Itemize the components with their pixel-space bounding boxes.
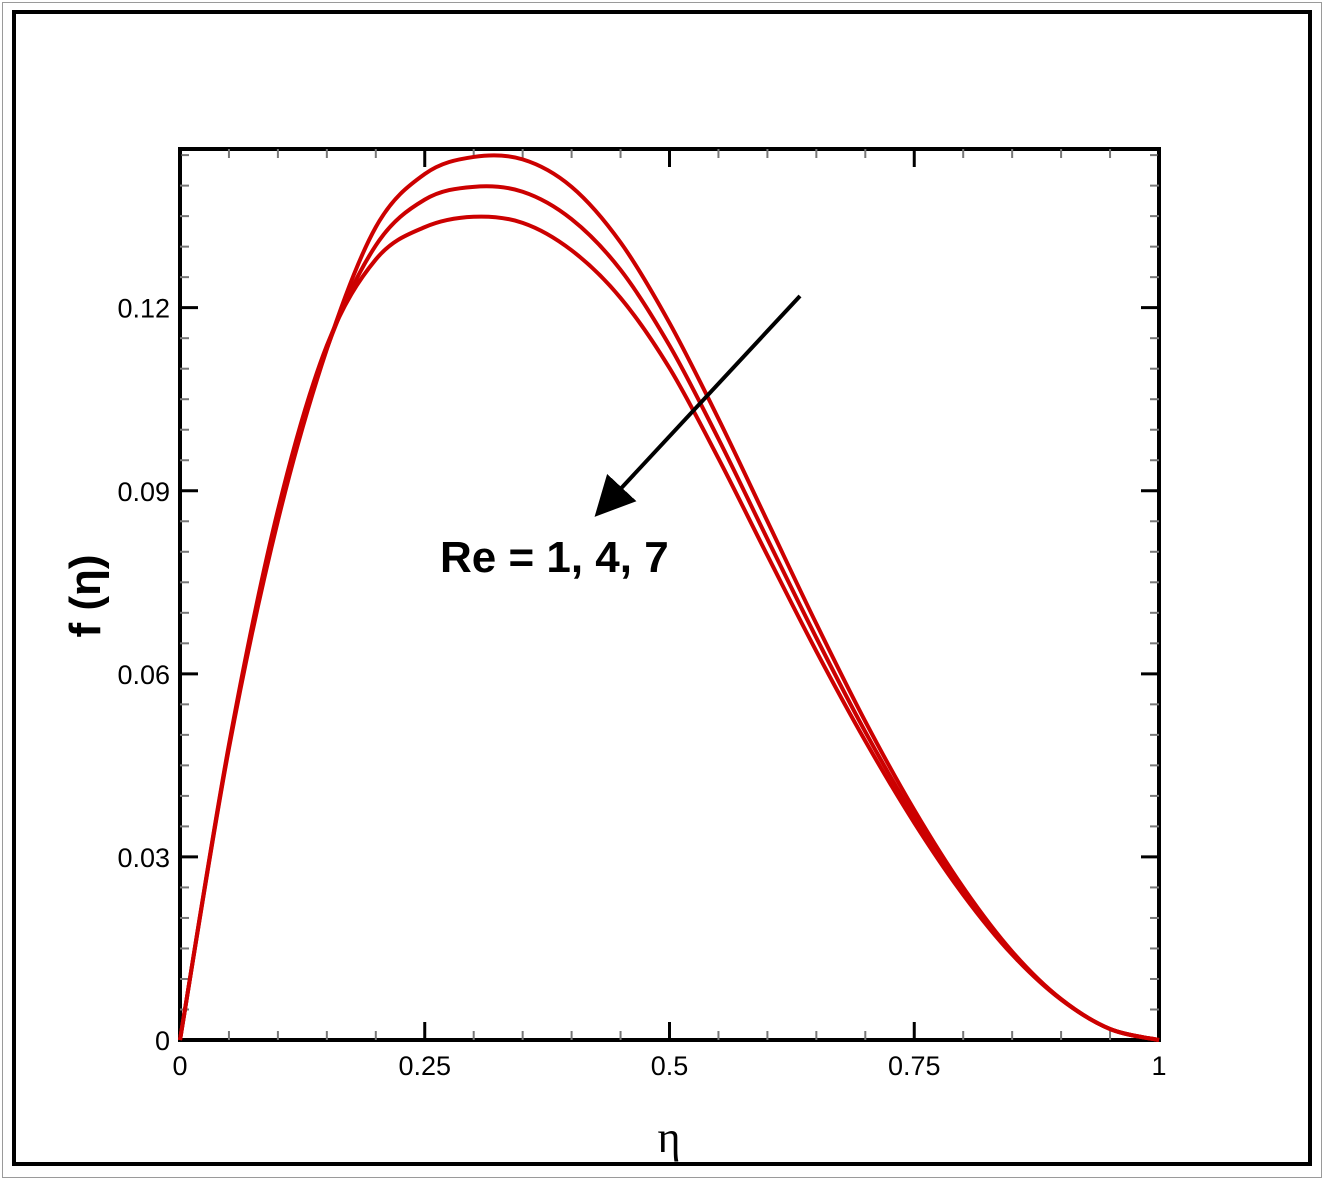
y-tick-label: 0.06 [117, 660, 170, 690]
x-axis-title: η [657, 1113, 680, 1162]
series-lines [178, 153, 1160, 1042]
minor-ticks [180, 149, 1159, 1040]
x-tick-label: 0 [172, 1051, 187, 1081]
y-tick-label: 0 [155, 1026, 170, 1056]
series-line-3 [178, 214, 1160, 1042]
x-tick-label: 0.25 [398, 1051, 451, 1081]
x-tick-label: 0.75 [888, 1051, 941, 1081]
annotation-arrow [594, 294, 802, 517]
x-axis-ticks: 0 0.25 0.5 0.75 1 [172, 149, 1167, 1081]
y-axis-ticks: 0 0.03 0.06 0.09 0.12 [117, 294, 1159, 1056]
x-tick-label: 0.5 [651, 1051, 689, 1081]
y-tick-label: 0.09 [117, 477, 170, 507]
x-tick-label: 1 [1151, 1051, 1166, 1081]
y-tick-label: 0.03 [117, 843, 170, 873]
annotation-label: Re = 1, 4, 7 [440, 533, 669, 582]
plot-area [178, 147, 1161, 1042]
y-tick-label: 0.12 [117, 294, 170, 324]
y-axis-title: f (η) [61, 554, 110, 637]
